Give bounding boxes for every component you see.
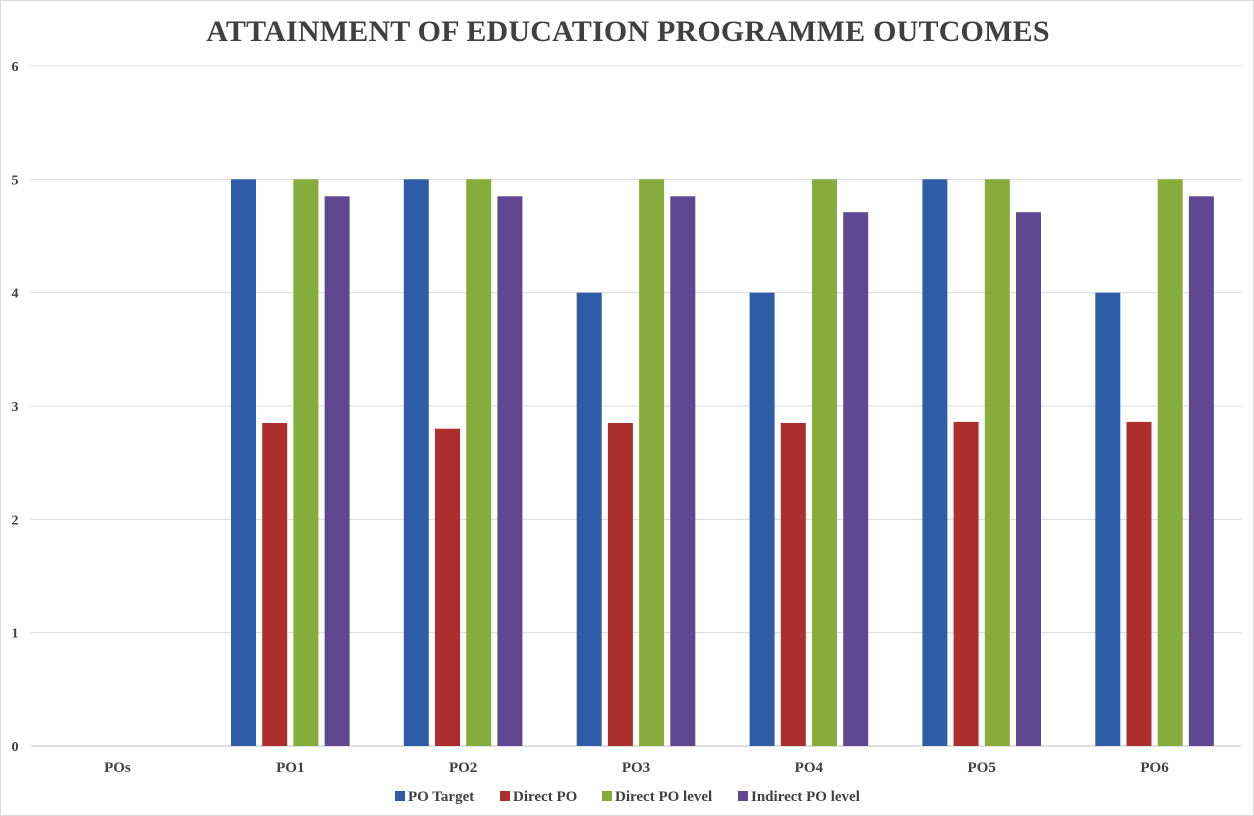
bar	[262, 423, 288, 746]
x-tick-label: PO6	[1140, 760, 1169, 776]
bar	[984, 179, 1010, 747]
bar	[670, 196, 696, 747]
y-tick-label: 2	[12, 513, 19, 528]
bar	[607, 423, 633, 746]
bar	[231, 179, 256, 747]
bar	[843, 212, 869, 746]
x-tick-label: PO5	[968, 760, 996, 776]
legend-label: Direct PO	[513, 789, 577, 805]
bar	[922, 179, 948, 747]
bar	[435, 428, 460, 746]
bar	[812, 179, 837, 747]
gridlines	[31, 65, 1241, 747]
bar	[293, 179, 319, 747]
bar	[1095, 292, 1121, 746]
bar	[1188, 196, 1214, 747]
bar	[780, 423, 806, 746]
legend: PO Target Direct PO Direct PO level Indirec…	[395, 789, 860, 805]
y-tick-label: 4	[12, 287, 19, 302]
bar	[403, 179, 429, 747]
legend-swatch	[500, 791, 510, 801]
bar	[639, 179, 665, 747]
legend-label: Direct PO level	[615, 789, 712, 805]
legend-swatch	[738, 791, 748, 801]
legend-label: PO Target	[408, 789, 474, 805]
x-tick-label: PO3	[622, 760, 650, 776]
y-tick-label: 1	[12, 627, 19, 642]
y-tick-label: 0	[12, 740, 19, 755]
chart-title: ATTAINMENT OF EDUCATION PROGRAMME OUTCOM…	[206, 15, 1049, 48]
bar	[1016, 212, 1041, 746]
x-tick-label: PO2	[449, 760, 477, 776]
bar	[466, 179, 492, 747]
bar	[749, 292, 775, 746]
x-tick-label: PO4	[795, 760, 824, 776]
bar	[1157, 179, 1183, 747]
legend-swatch	[395, 791, 405, 801]
y-tick-label: 6	[12, 60, 19, 75]
bar	[1126, 421, 1152, 746]
bar	[576, 292, 602, 746]
legend-label: Indirect PO level	[751, 789, 860, 805]
x-tick-label: PO1	[276, 760, 304, 776]
bar	[497, 196, 523, 747]
x-axis-ticks: POs PO1 PO2 PO3 PO4 PO5 PO6	[104, 760, 1169, 776]
bars	[231, 179, 1214, 747]
y-axis-ticks: 0 1 2 3 4 5 6	[12, 60, 19, 755]
x-tick-label: POs	[104, 760, 131, 776]
y-tick-label: 5	[12, 173, 19, 188]
bar	[953, 421, 979, 746]
y-tick-label: 3	[12, 400, 19, 415]
legend-swatch	[602, 791, 612, 801]
bar	[324, 196, 350, 747]
